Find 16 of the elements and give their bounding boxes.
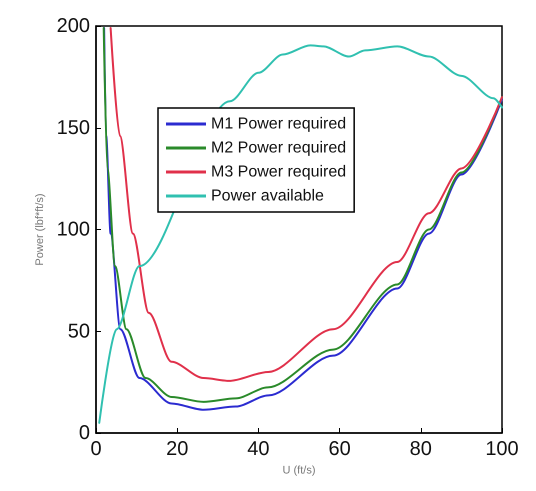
legend-label: Power available bbox=[211, 188, 324, 204]
x-tick-label: 40 bbox=[247, 438, 270, 460]
y-tick-label: 200 bbox=[56, 15, 90, 37]
legend-label: M1 Power required bbox=[211, 116, 346, 132]
x-axis-title: U (ft/s) bbox=[282, 464, 316, 476]
x-tick-label: 100 bbox=[485, 438, 519, 460]
y-tick-label: 100 bbox=[56, 218, 90, 240]
y-tick-label: 0 bbox=[78, 422, 90, 444]
x-tick-label: 60 bbox=[328, 438, 351, 460]
x-tick-label: 80 bbox=[410, 438, 432, 460]
y-axis-title: Power (lbf*ft/s) bbox=[34, 193, 46, 266]
y-tick-label: 50 bbox=[68, 320, 90, 342]
legend-label: M2 Power required bbox=[211, 140, 346, 156]
legend-label: M3 Power required bbox=[211, 164, 346, 180]
y-tick-label: 150 bbox=[56, 116, 90, 139]
x-tick-label: 20 bbox=[166, 438, 188, 460]
